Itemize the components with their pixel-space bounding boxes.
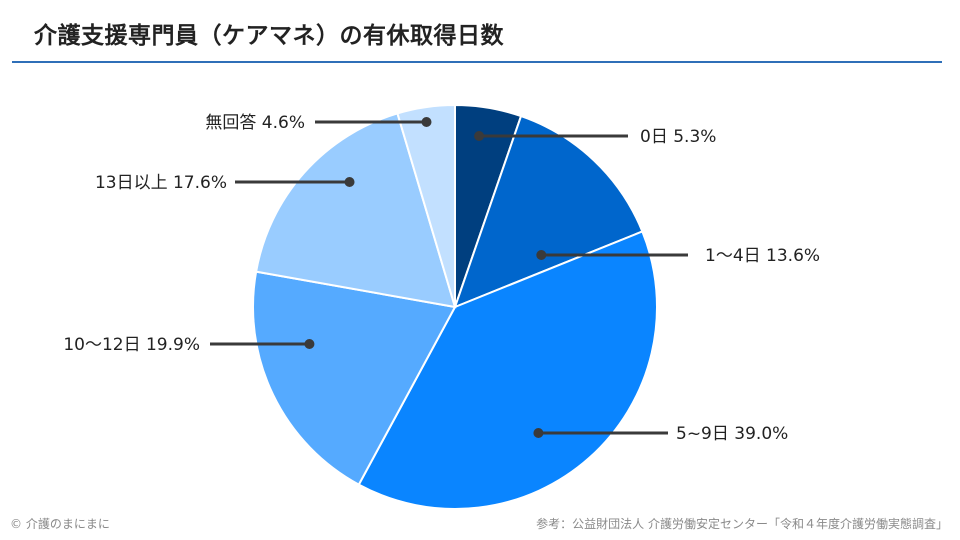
slice-label: 5~9日 39.0%	[676, 424, 788, 444]
pie-slice	[453, 114, 644, 309]
callout-dot	[474, 131, 485, 141]
callout-dot	[533, 428, 544, 438]
slice-label: 10～12日 19.9%	[63, 335, 200, 355]
callout-dot	[421, 117, 432, 127]
pie-slice	[396, 103, 456, 308]
pie-slices	[252, 103, 658, 510]
source-note: 参考：公益財団法人 介護労働安定センター「令和４年度介護労働実態調査」	[536, 517, 948, 531]
slice-label: 1～4日 13.6%	[705, 246, 820, 266]
callout-dot	[344, 177, 355, 187]
pie-slice	[357, 230, 658, 510]
callout-dot	[536, 250, 547, 260]
page-title: 介護支援専門員（ケアマネ）の有休取得日数	[34, 23, 504, 49]
pie-callouts: 0日 5.3% 1～4日 13.6% 5~9日 39.0% 10～12日 19.9% 1…	[63, 113, 820, 444]
callout-dot	[304, 339, 315, 349]
pie-slice	[252, 270, 457, 486]
slice-label: 無回答 4.6%	[205, 113, 305, 133]
title-divider	[12, 61, 942, 63]
slice-label: 0日 5.3%	[640, 127, 716, 147]
copyright-text: © 介護のまにまに	[10, 517, 110, 531]
slice-label: 13日以上 17.6%	[95, 173, 227, 193]
